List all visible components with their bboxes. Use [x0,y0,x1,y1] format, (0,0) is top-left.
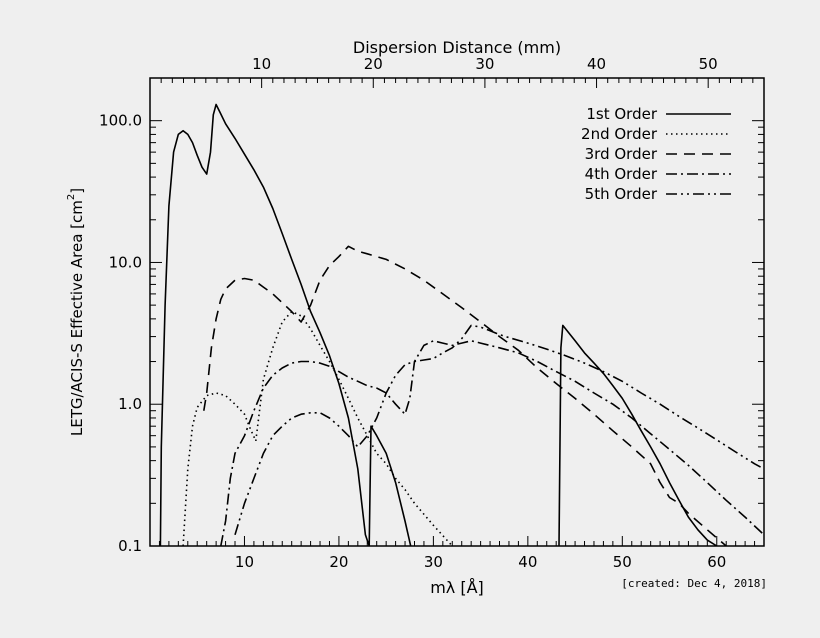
series-line-4th-order [220,340,764,546]
axis-ticks [150,77,765,547]
top-tick-label: 20 [364,55,383,73]
top-axis-title: Dispersion Distance (mm) [353,38,561,57]
y-tick-label: 1.0 [118,395,142,413]
top-tick-label: 40 [587,55,606,73]
legend: 1st Order 2nd Order 3rd Order 4th Order 5th … [581,105,731,203]
series-layer [159,103,764,546]
legend-label: 3rd Order [585,145,658,163]
series-line-3rd-order [203,245,727,546]
legend-label: 5th Order [585,185,658,203]
top-tick-label: 30 [475,55,494,73]
top-tick-label: 10 [252,55,271,73]
y-axis-title-superscript: 2 [66,194,77,200]
series-line-1st-order [558,324,718,546]
y-tick-label: 100.0 [99,112,142,130]
x-tick-label: 20 [329,553,348,571]
tick-labels: 10 20 30 40 50 60 10 20 30 40 50 0.1 1.0 10.0 100.0 [99,55,726,571]
plot-frame [149,77,765,547]
top-tick-label: 50 [699,55,718,73]
legend-label: 4th Order [585,165,658,183]
y-tick-label: 10.0 [109,253,142,271]
legend-label: 1st Order [586,105,657,123]
legend-label: 2nd Order [581,125,658,143]
series-line-2nd-order [182,310,453,546]
x-tick-label: 60 [707,553,726,571]
x-tick-label: 40 [518,553,537,571]
creation-footnote: [created: Dec 4, 2018] [621,577,767,590]
y-axis-title-close: ] [68,188,86,194]
x-tick-label: 10 [235,553,254,571]
series-line-1st-order [159,103,412,546]
x-tick-label: 50 [613,553,632,571]
y-axis-title: LETG/ACIS-S Effective Area [cm2] [66,188,86,436]
x-tick-label: 30 [424,553,443,571]
x-axis-title: mλ [Å] [430,578,484,597]
y-tick-label: 0.1 [118,537,142,555]
series-line-5th-order [234,324,764,536]
y-axis-title-main: LETG/ACIS-S Effective Area [cm [68,200,86,436]
